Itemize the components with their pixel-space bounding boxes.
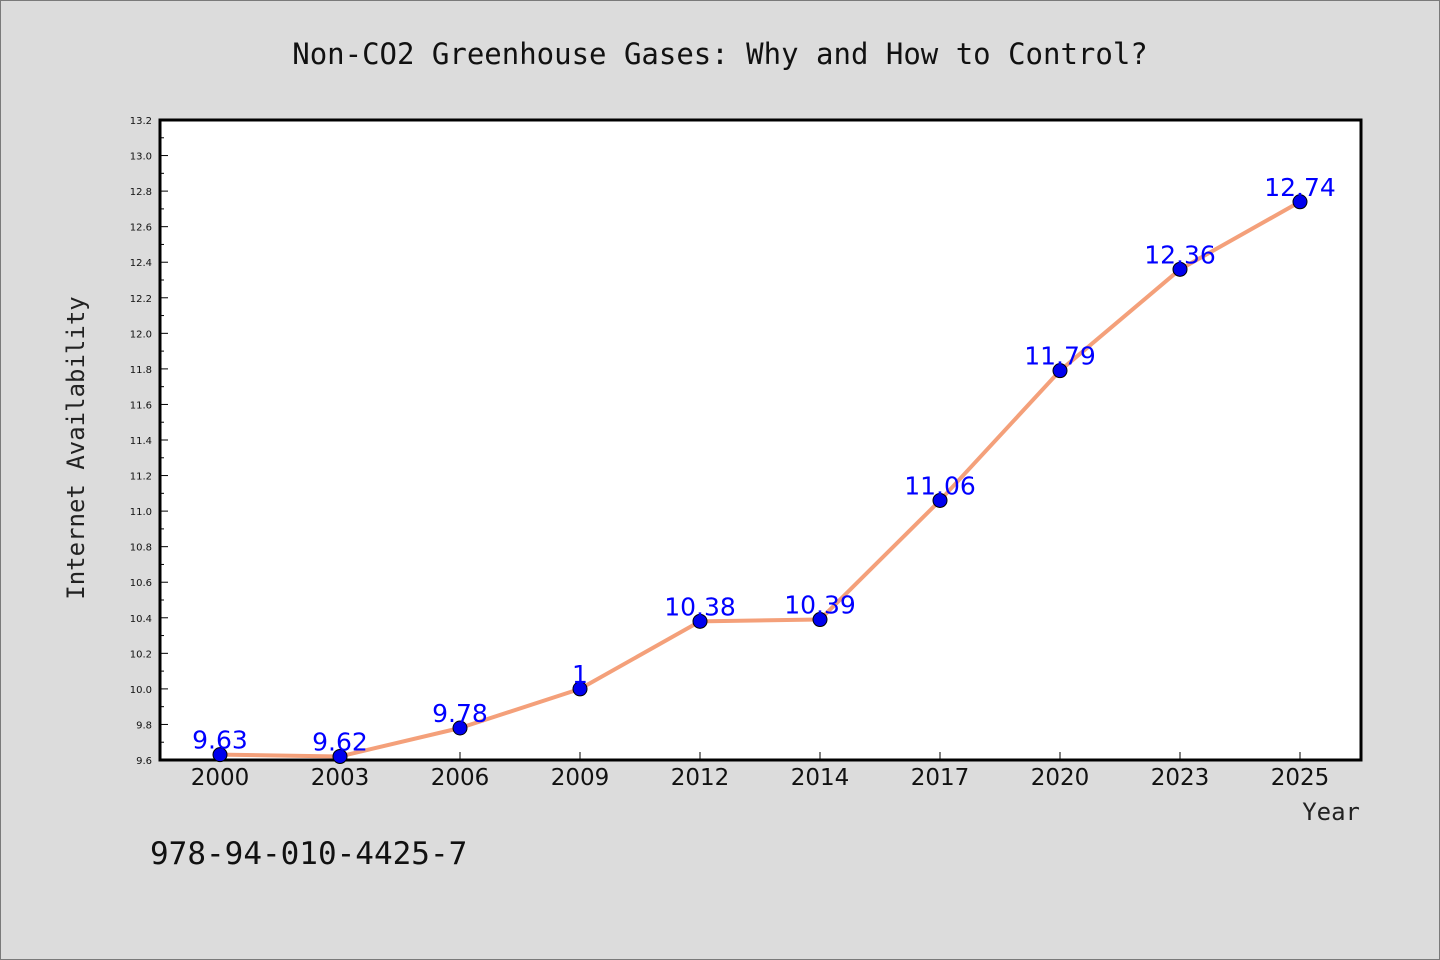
y-tick-label: 11.6: [130, 400, 152, 411]
isbn-text: 978-94-010-4425-7: [150, 836, 467, 872]
data-label: 12.36: [1144, 240, 1216, 269]
data-point: [452, 720, 468, 736]
y-tick-label: 10.4: [130, 614, 152, 625]
data-markers: [212, 194, 1308, 764]
y-tick-label: 10.2: [130, 649, 152, 660]
y-tick-label: 10.8: [130, 543, 152, 554]
data-point: [212, 747, 228, 763]
x-tick-label: 2020: [1031, 765, 1090, 791]
x-tick-label: 2003: [311, 765, 370, 791]
x-tick-label: 2017: [911, 765, 970, 791]
x-tick-label: 2014: [791, 765, 850, 791]
data-point: [572, 681, 588, 697]
data-label: 9.78: [432, 699, 488, 728]
y-tick-label: 12.8: [130, 187, 152, 198]
y-tick-label: 12.0: [130, 329, 152, 340]
data-point: [1292, 194, 1308, 210]
y-tick-label: 9.8: [136, 720, 152, 731]
data-label: 9.62: [312, 727, 368, 756]
x-tick-label: 2009: [551, 765, 610, 791]
chart-title: Non-CO2 Greenhouse Gases: Why and How to…: [292, 37, 1148, 71]
data-label: 10.38: [664, 592, 736, 621]
x-tick-label: 2006: [431, 765, 490, 791]
y-tick-label: 12.4: [130, 258, 152, 269]
y-tick-label: 10.6: [130, 578, 152, 589]
y-tick-label: 10.0: [130, 685, 152, 696]
data-point: [932, 492, 948, 508]
x-tick-label: 2012: [671, 765, 730, 791]
data-point: [1052, 363, 1068, 379]
y-tick-label: 12.2: [130, 294, 152, 305]
data-point: [1172, 261, 1188, 277]
data-point: [812, 612, 828, 628]
y-tick-label: 11.2: [130, 472, 152, 483]
data-label: 11.79: [1024, 342, 1096, 371]
plot-area: [158, 118, 1363, 762]
data-labels: 9.63 9.62 9.78 1 10.38 10.39 11.06 11.79 12.36 12…: [192, 173, 1336, 757]
x-tick-label: 2023: [1151, 765, 1210, 791]
data-label: 10.39: [784, 591, 856, 620]
y-axis: 9.6 9.8 10.0 10.2 10.4 10.6 10.8 11.0 11.2 11.4 11…: [130, 116, 168, 767]
x-tick-label: 2000: [191, 765, 250, 791]
data-label: 12.74: [1264, 173, 1336, 202]
y-tick-label: 12.6: [130, 223, 152, 234]
y-tick-label: 11.4: [130, 436, 152, 447]
series-line: [218, 199, 1302, 759]
x-tick-label: 2025: [1271, 765, 1330, 791]
x-axis-label: Year: [1302, 798, 1360, 826]
data-label: 9.63: [192, 726, 248, 755]
data-point: [332, 748, 348, 764]
data-label: 11.06: [904, 471, 976, 500]
data-point: [692, 613, 708, 629]
y-tick-label: 13.2: [130, 116, 152, 127]
y-tick-label: 9.6: [136, 756, 152, 767]
data-label: 1: [572, 660, 588, 689]
y-tick-label: 11.0: [130, 507, 152, 518]
y-axis-label: Internet Availability: [62, 296, 90, 599]
series-line-group: [218, 199, 1302, 759]
y-tick-label: 11.8: [130, 365, 152, 376]
x-axis: 2000 2003 2006 2009 2012 2014 2017 2020 2023 2025: [191, 752, 1330, 791]
y-tick-label: 13.0: [130, 152, 152, 163]
